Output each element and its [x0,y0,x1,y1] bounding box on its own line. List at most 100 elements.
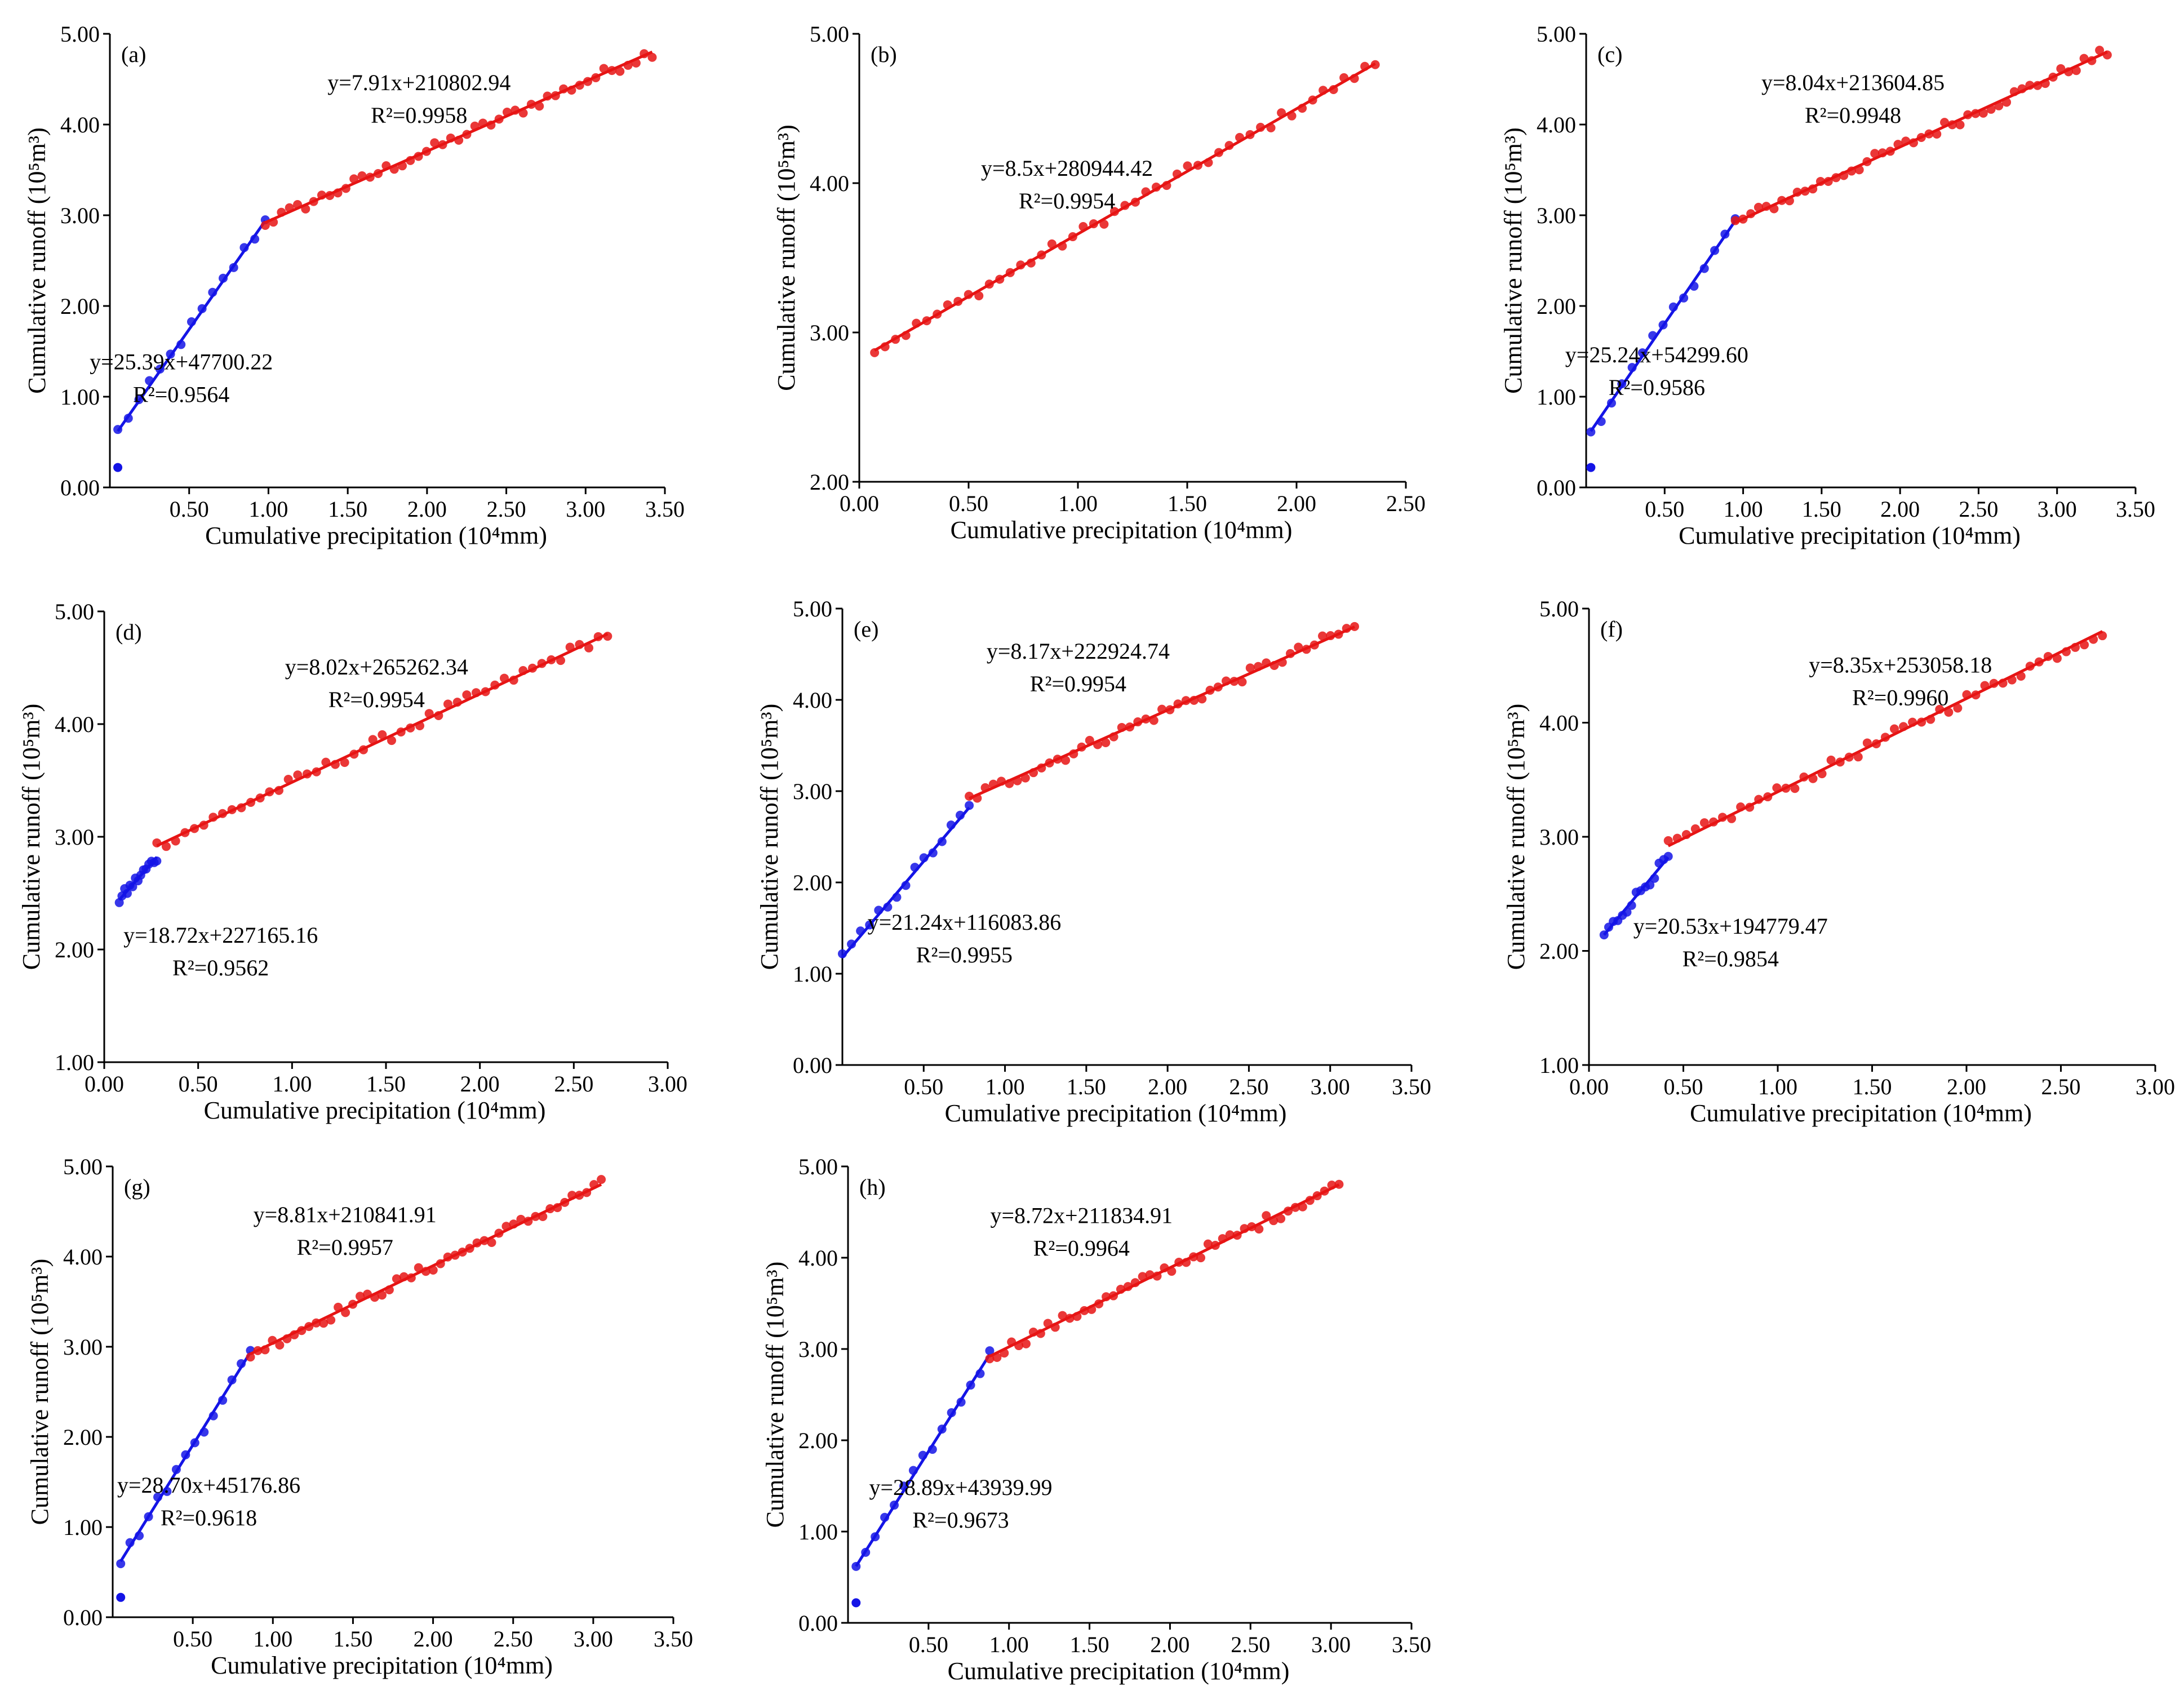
chart-panel: 0.50 1.00 1.50 2.00 2.50 3.00 3.50 0.00 1.00 2.00… [756,596,1431,1127]
data-point [1637,348,1647,358]
data-point [1145,1270,1155,1280]
data-point [1189,1252,1198,1262]
data-point [2007,675,2017,685]
y-tick-label: 4.00 [1539,711,1579,736]
data-point [424,709,434,718]
data-point [1269,661,1279,671]
data-point [1586,463,1596,472]
data-point [113,463,123,472]
data-point [1622,907,1632,917]
data-point [1924,129,1934,139]
data-point [575,1191,584,1200]
data-point [1240,1224,1249,1233]
data-point [1360,61,1370,71]
y-tick-label: 3.00 [1537,203,1576,228]
data-point [1224,141,1234,150]
data-point [1130,197,1140,207]
data-point [2102,50,2112,60]
data-point [2025,81,2035,90]
data-point [246,1352,255,1362]
data-point [511,105,520,115]
data-point [2017,84,2027,94]
y-tick-label: 4.00 [55,712,94,737]
data-point [113,425,123,434]
data-point [359,745,368,755]
x-tick-label: 2.50 [1386,491,1426,516]
data-point [1754,202,1763,212]
data-point [470,121,480,131]
r-squared-label: R²=0.9955 [916,942,1013,968]
y-tick-label: 3.00 [1539,824,1579,850]
data-point [965,792,974,801]
data-point [575,640,584,649]
data-point [1026,258,1036,268]
data-point [1971,109,1981,118]
data-point [494,114,504,124]
data-point [526,100,536,109]
data-point [1808,184,1818,194]
data-point [1269,1216,1279,1226]
data-point [1043,1319,1053,1328]
y-tick-label: 0.00 [1537,475,1576,500]
data-point [988,779,998,789]
data-point [255,793,265,803]
data-point [1286,649,1295,658]
data-point [545,1204,555,1214]
y-tick-label: 5.00 [60,21,100,47]
data-series [965,622,1359,803]
x-axis-title: Cumulative precipitation (10⁴mm) [211,1652,553,1679]
data-point [321,757,331,767]
data-point [1138,1272,1147,1281]
data-point [912,318,921,328]
data-point [1109,1291,1118,1301]
data-point [980,783,990,792]
y-tick-label: 5.00 [1539,596,1579,622]
data-point [208,1411,218,1421]
data-point [1229,677,1239,686]
data-point [443,699,452,709]
r-squared-label: R²=0.9673 [912,1507,1009,1533]
data-point [162,842,171,851]
x-axis-title: Cumulative precipitation (10⁴mm) [951,516,1293,544]
data-point [1916,132,1926,142]
data-point [1214,148,1224,157]
panel-label: (a) [121,42,146,67]
data-point [1262,658,1271,668]
data-point [535,101,544,111]
data-point [2071,66,2081,76]
data-point [341,184,350,193]
data-point [1877,148,1887,158]
data-point [1222,676,1231,686]
data-point [1182,1258,1191,1267]
data-point [135,1531,144,1541]
data-point [933,309,942,319]
panel-label: (d) [116,619,142,645]
data-point [1277,658,1287,667]
data-point [326,1315,336,1325]
regression-equation: y=8.5x+280944.42 [981,156,1153,181]
x-tick-label: 0.50 [1664,1074,1703,1099]
data-point [856,926,865,936]
x-tick-label: 3.00 [2037,496,2077,522]
data-point [1718,813,1728,822]
data-point [227,805,237,814]
data-point [1650,873,1659,883]
x-tick-label: 3.50 [645,496,685,522]
panel-label: (e) [854,616,878,642]
data-point [1151,183,1161,192]
regression-equation: y=25.39x+47700.22 [90,349,273,375]
data-point [973,793,982,803]
data-point [171,836,180,846]
data-point [861,1547,871,1557]
data-point [1294,642,1303,652]
data-point [631,58,641,68]
data-point [1870,149,1880,158]
data-series [260,49,657,230]
x-tick-label: 3.00 [566,496,605,522]
data-point [1045,758,1054,767]
y-axis-title: Cumulative runoff (10⁵m³) [1502,704,1530,970]
data-point [2095,46,2105,55]
data-point [890,1501,899,1510]
data-point [1298,1202,1307,1212]
y-tick-label: 1.00 [793,961,832,987]
